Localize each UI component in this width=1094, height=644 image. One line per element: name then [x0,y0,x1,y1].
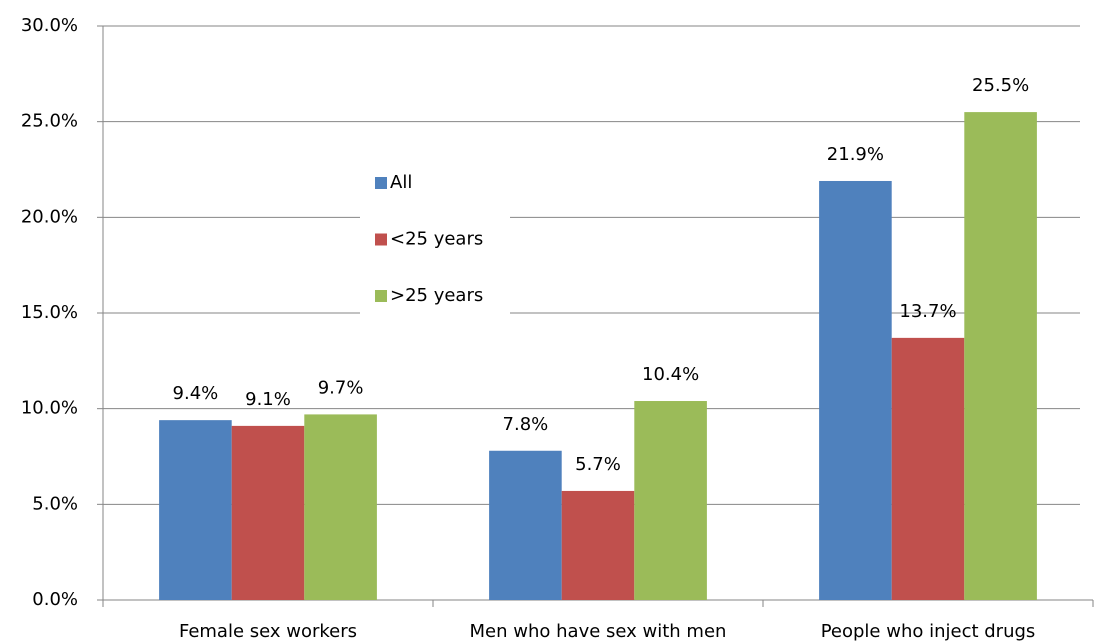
y-tick-label: 10.0% [21,398,78,419]
bar [964,112,1037,600]
y-tick-label: 5.0% [32,493,78,514]
bar [819,180,892,601]
value-label: 9.4% [173,383,219,404]
legend-label: >25 years [390,285,483,306]
y-tick-label: 15.0% [21,302,78,323]
value-label: 21.9% [827,144,884,165]
bar [231,425,305,600]
value-label: 7.8% [503,414,549,435]
value-label: 10.4% [642,364,699,385]
bar [304,414,377,600]
value-label: 13.7% [899,301,956,322]
y-tick-label: 25.0% [21,111,78,132]
value-label: 9.7% [318,377,364,398]
bar [634,401,707,600]
bar [159,420,232,600]
legend-swatch [375,177,387,189]
value-label: 9.1% [245,389,291,410]
y-tick-label: 30.0% [21,15,78,36]
legend-swatch [375,233,387,246]
bar [561,490,635,600]
bar [489,450,562,600]
x-tick-label: Men who have sex with men [470,621,727,642]
x-tick-label: People who inject drugs [821,621,1036,642]
bar [891,337,965,600]
legend-label: All [390,172,412,193]
legend-label: <25 years [390,229,483,250]
y-tick-label: 20.0% [21,206,78,227]
y-tick-label: 0.0% [32,589,78,610]
legend-swatch [375,290,387,302]
value-label: 5.7% [575,454,621,475]
value-label: 25.5% [972,75,1029,96]
x-tick-label: Female sex workers [179,621,357,642]
